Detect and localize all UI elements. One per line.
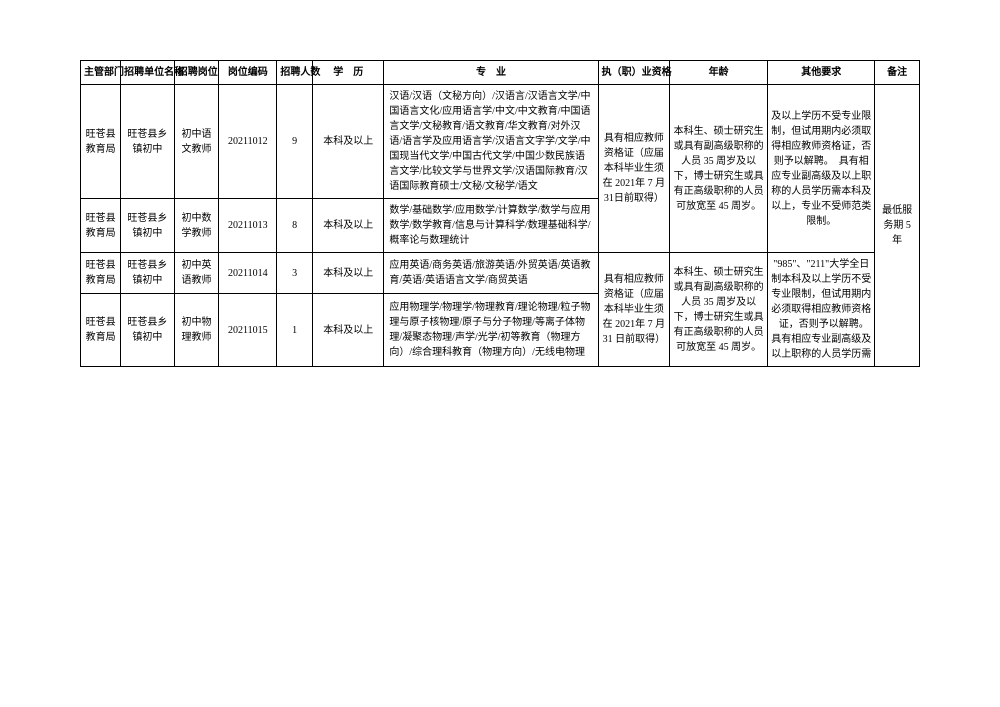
header-qual: 执（职）业资格 [598, 61, 669, 85]
cell-pos: 初中语文教师 [174, 85, 219, 199]
cell-count: 3 [277, 253, 313, 294]
cell-major: 应用英语/商务英语/旅游英语/外贸英语/英语教育/英语/英语语言文学/商贸英语 [384, 253, 598, 294]
header-edu: 学 历 [313, 61, 384, 85]
cell-other: "985"、"211"大学全日制本科及以上学历不受专业限制，但试用期内必须取得相… [768, 253, 875, 367]
cell-qual: 具有相应教师资格证（应届本科毕业生须在 2021年 7 月 31 日前取得） [598, 253, 669, 367]
cell-pos: 初中物理教师 [174, 294, 219, 367]
header-count: 招聘人数 [277, 61, 313, 85]
cell-unit: 旺苍县乡镇初中 [121, 199, 175, 253]
table-row: 旺苍县教育局 旺苍县乡镇初中 初中英语教师 20211014 3 本科及以上 应… [81, 253, 920, 294]
header-dept: 主管部门 [81, 61, 121, 85]
header-unit: 招聘单位名称 [121, 61, 175, 85]
header-pos: 招聘岗位 [174, 61, 219, 85]
cell-age: 本科生、硕士研究生或具有副高级职称的人员 35 周岁及以下，博士研究生或具有正高… [670, 85, 768, 253]
cell-major: 汉语/汉语（文秘方向）/汉语言/汉语言文学/中国语言文化/应用语言学/中文/中文… [384, 85, 598, 199]
cell-count: 1 [277, 294, 313, 367]
cell-dept: 旺苍县教育局 [81, 294, 121, 367]
cell-code: 20211013 [219, 199, 277, 253]
cell-note: 最低服务期 5 年 [875, 85, 920, 367]
cell-code: 20211015 [219, 294, 277, 367]
header-note: 备注 [875, 61, 920, 85]
table-row: 旺苍县教育局 旺苍县乡镇初中 初中语文教师 20211012 9 本科及以上 汉… [81, 85, 920, 199]
cell-unit: 旺苍县乡镇初中 [121, 294, 175, 367]
cell-dept: 旺苍县教育局 [81, 85, 121, 199]
cell-pos: 初中英语教师 [174, 253, 219, 294]
header-major: 专 业 [384, 61, 598, 85]
cell-edu: 本科及以上 [313, 253, 384, 294]
cell-code: 20211012 [219, 85, 277, 199]
table-header-row: 主管部门 招聘单位名称 招聘岗位 岗位编码 招聘人数 学 历 专 业 执（职）业… [81, 61, 920, 85]
cell-edu: 本科及以上 [313, 199, 384, 253]
cell-dept: 旺苍县教育局 [81, 199, 121, 253]
recruitment-table: 主管部门 招聘单位名称 招聘岗位 岗位编码 招聘人数 学 历 专 业 执（职）业… [80, 60, 920, 367]
cell-age: 本科生、硕士研究生或具有副高级职称的人员 35 周岁及以下，博士研究生或具有正高… [670, 253, 768, 367]
cell-major: 应用物理学/物理学/物理教育/理论物理/粒子物理与原子核物理/原子与分子物理/等… [384, 294, 598, 367]
cell-edu: 本科及以上 [313, 85, 384, 199]
cell-major: 数学/基础数学/应用数学/计算数学/数学与应用数学/数学教育/信息与计算科学/数… [384, 199, 598, 253]
cell-count: 9 [277, 85, 313, 199]
cell-qual: 具有相应教师资格证（应届本科毕业生须在 2021年 7 月 31日前取得） [598, 85, 669, 253]
cell-unit: 旺苍县乡镇初中 [121, 253, 175, 294]
cell-other: 及以上学历不受专业限制，但试用期内必须取得相应教师资格证，否则予以解聘。 具有相… [768, 85, 875, 253]
header-age: 年龄 [670, 61, 768, 85]
cell-code: 20211014 [219, 253, 277, 294]
cell-unit: 旺苍县乡镇初中 [121, 85, 175, 199]
header-code: 岗位编码 [219, 61, 277, 85]
header-other: 其他要求 [768, 61, 875, 85]
cell-edu: 本科及以上 [313, 294, 384, 367]
cell-dept: 旺苍县教育局 [81, 253, 121, 294]
cell-pos: 初中数学教师 [174, 199, 219, 253]
page-container: 主管部门 招聘单位名称 招聘岗位 岗位编码 招聘人数 学 历 专 业 执（职）业… [0, 0, 1000, 427]
cell-count: 8 [277, 199, 313, 253]
